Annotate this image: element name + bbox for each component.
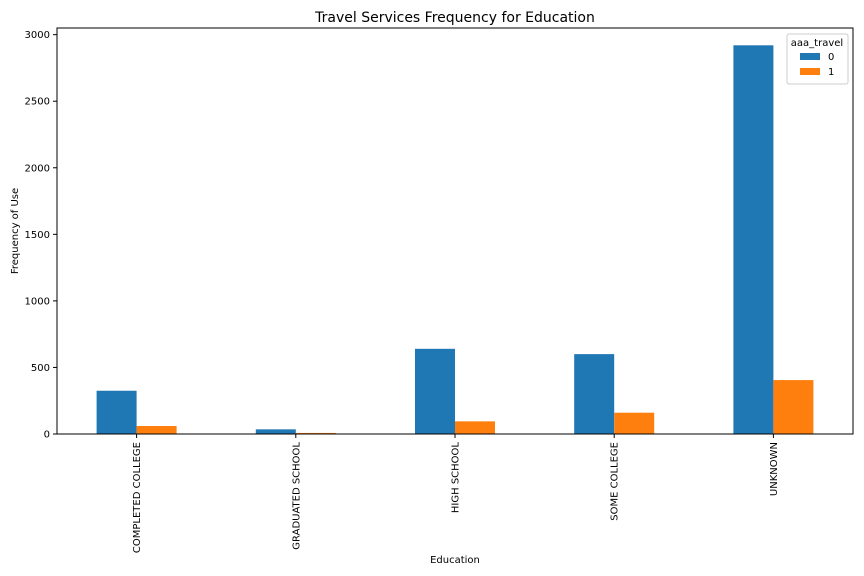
y-tick-label: 500 [31,363,50,374]
bar-series-0-unknown [733,45,774,434]
bar-series-0-completed-college [96,390,137,434]
x-tick-label: COMPLETED COLLEGE [132,442,143,553]
chart-title: Travel Services Frequency for Education [314,10,595,26]
y-tick-label: 3000 [25,30,50,41]
legend-label-0: 0 [828,52,834,63]
x-tick-label: GRADUATED SCHOOL [291,442,302,550]
bars-group [96,45,814,434]
bar-series-1-graduated-school [295,432,336,434]
y-tick-label: 0 [44,430,50,441]
bar-series-1-completed-college [136,426,177,434]
bar-series-0-high-school [415,348,455,434]
y-axis-label: Frequency of Use [10,188,21,274]
x-axis-label: Education [430,555,480,566]
legend-swatch-1 [800,68,820,75]
legend-swatch-0 [800,53,820,60]
y-tick-label: 2500 [25,97,50,108]
y-axis: 0 500 1000 1500 2000 2500 3000 [25,30,57,441]
x-tick-label: UNKNOWN [769,442,780,496]
x-tick-label: HIGH SCHOOL [451,442,462,514]
x-tick-label: SOME COLLEGE [610,442,621,521]
x-axis: COMPLETED COLLEGE GRADUATED SCHOOL HIGH SC… [132,434,780,553]
legend-label-1: 1 [828,67,834,78]
bar-series-0-graduated-school [255,429,296,434]
bar-series-0-some-college [574,354,615,434]
bar-series-1-some-college [614,412,655,434]
y-tick-label: 1500 [25,230,50,241]
legend-title: aaa_travel [791,38,843,49]
y-tick-label: 2000 [25,163,50,174]
legend: aaa_travel 0 1 [786,33,849,85]
bar-series-1-unknown [773,380,814,434]
bar-series-1-high-school [455,421,495,434]
y-tick-label: 1000 [25,296,50,307]
